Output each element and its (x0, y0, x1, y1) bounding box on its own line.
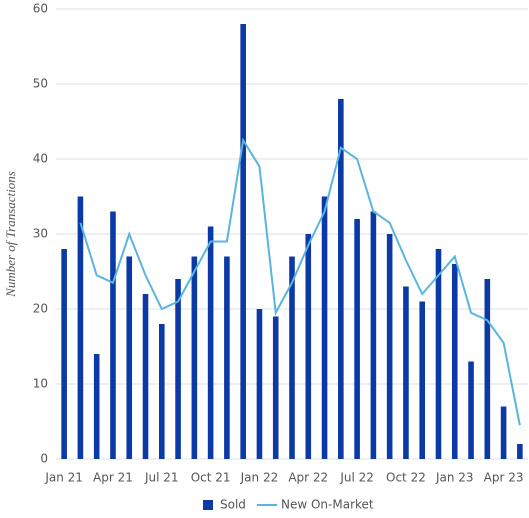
line (79, 137, 521, 426)
bar (386, 234, 393, 459)
x-tick-label: Jul 21 (144, 471, 179, 485)
bar (93, 354, 100, 459)
bar (126, 256, 133, 459)
bar (240, 24, 246, 459)
bar (451, 264, 458, 459)
y-tick-label: 30 (33, 227, 48, 241)
bar (77, 196, 84, 459)
x-tick-label: Oct 22 (386, 471, 426, 485)
bar (354, 219, 360, 459)
bar (484, 279, 491, 459)
y-tick-label: 50 (33, 77, 48, 91)
x-tick-label: Oct 21 (191, 471, 231, 485)
bar (403, 286, 409, 459)
y-tick-label: 0 (40, 452, 48, 466)
bar (272, 316, 279, 459)
bar (207, 226, 214, 459)
x-tick-label: Jan 21 (44, 471, 83, 485)
bar (305, 234, 312, 459)
bar (158, 324, 165, 459)
y-axis-label: Number of Transactions (3, 171, 18, 298)
bar (175, 279, 181, 459)
legend-swatch (203, 500, 213, 510)
bar (419, 301, 426, 459)
bar (224, 256, 230, 459)
bar (191, 256, 198, 459)
bar (468, 361, 474, 459)
x-tick-label: Apr 21 (93, 471, 133, 485)
bar (110, 211, 116, 459)
y-tick-label: 60 (33, 2, 48, 16)
bar (517, 444, 523, 459)
x-tick-label: Jul 22 (339, 471, 374, 485)
bar (338, 99, 344, 459)
bar (61, 249, 67, 459)
y-tick-label: 10 (33, 377, 48, 391)
bar (500, 406, 507, 459)
x-tick-label: Jan 22 (240, 471, 279, 485)
bar (256, 309, 263, 459)
x-tick-label: Apr 23 (484, 471, 524, 485)
x-tick-label: Apr 22 (288, 471, 328, 485)
bar (142, 294, 149, 459)
bar (435, 249, 442, 459)
bar (289, 256, 295, 459)
y-tick-label: 20 (33, 302, 48, 316)
bar (321, 196, 328, 459)
y-tick-label: 40 (33, 152, 48, 166)
bar (370, 211, 377, 459)
x-tick-label: Jan 23 (435, 471, 474, 485)
legend-label: New On-Market (281, 498, 374, 512)
legend-label: Sold (220, 498, 246, 512)
